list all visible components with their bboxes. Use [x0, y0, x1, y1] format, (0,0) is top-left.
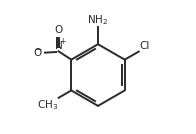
Text: Cl: Cl: [139, 41, 150, 51]
Text: NH$_2$: NH$_2$: [87, 13, 109, 27]
Text: +: +: [59, 37, 66, 46]
Text: N: N: [55, 41, 63, 51]
Text: O: O: [54, 25, 63, 35]
Text: −: −: [34, 44, 42, 53]
Text: CH$_3$: CH$_3$: [37, 98, 58, 112]
Text: O: O: [34, 48, 42, 58]
